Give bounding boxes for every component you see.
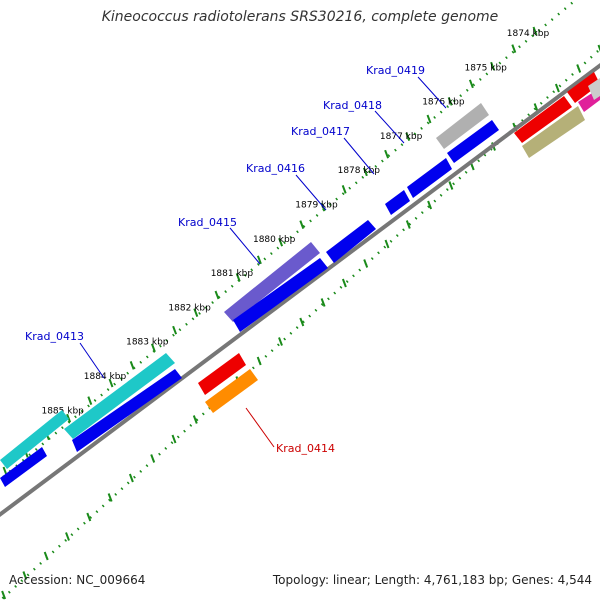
- ruler-label: 1875 kbp: [464, 63, 507, 73]
- map-title: Kineococcus radiotolerans SRS30216, comp…: [101, 9, 499, 25]
- ruler-tick: [87, 396, 93, 405]
- ruler-tick: [129, 361, 135, 370]
- ruler-label: 1879 kbp: [295, 201, 338, 211]
- ruler-tick: [532, 26, 538, 36]
- gene-arrow-blue-0417[interactable]: [407, 158, 452, 198]
- ruler-label: 1880 kbp: [253, 235, 296, 245]
- ruler-tick: [490, 61, 496, 71]
- ruler-tick: [214, 290, 220, 300]
- ruler-tick: [235, 273, 241, 282]
- gene-label-0417[interactable]: Krad_0417: [291, 125, 350, 138]
- ruler-label: 1882 kbp: [168, 303, 211, 313]
- ruler-label: 1878 kbp: [338, 166, 381, 176]
- leader-0414: [245, 407, 275, 448]
- genome-summary-text: Topology: linear; Length: 4,761,183 bp; …: [272, 573, 592, 587]
- genome-backbone: [0, 62, 600, 518]
- ruler-tick: [150, 454, 156, 463]
- gene-label-0414[interactable]: Krad_0414: [276, 442, 335, 455]
- ruler-tick: [341, 185, 347, 194]
- ruler-label: 1884 kbp: [84, 372, 127, 382]
- ruler-label: 1881 kbp: [211, 269, 254, 279]
- leader-0418: [374, 110, 405, 144]
- gene-arrow-blue-0413-left[interactable]: [0, 447, 47, 487]
- gene-arrow-red-right-a[interactable]: [514, 96, 572, 143]
- gene-label-0413[interactable]: Krad_0413: [25, 330, 84, 343]
- ruler-tick: [511, 44, 517, 53]
- gene-label-0416[interactable]: Krad_0416: [246, 162, 305, 175]
- ruler-tick: [108, 378, 114, 388]
- leader-0415: [229, 227, 261, 265]
- leader-0416: [295, 174, 327, 211]
- leader-0419: [417, 76, 447, 109]
- gene-arrow-blue-0417a[interactable]: [385, 190, 410, 215]
- gene-block-cyan-right[interactable]: [64, 353, 175, 439]
- gene-label-0418[interactable]: Krad_0418: [323, 99, 382, 112]
- gene-arrow-red-right-b[interactable]: [567, 72, 600, 103]
- ruler-tick: [256, 356, 262, 366]
- leader-0417: [343, 137, 375, 175]
- ruler-tick: [384, 239, 390, 249]
- ruler-tick: [363, 259, 369, 268]
- ruler-tick: [426, 114, 432, 124]
- ruler-tick: [468, 79, 474, 89]
- gene-features: [0, 72, 600, 487]
- gene-block-cyan-left[interactable]: [0, 410, 69, 469]
- ruler-ticks-upper: [2, 26, 538, 476]
- ruler-tick: [341, 278, 347, 288]
- ruler-tick: [447, 97, 453, 106]
- ruler-tick: [405, 132, 411, 141]
- ruler-tick: [427, 200, 433, 210]
- gene-labels: Krad_0413 Krad_0414 Krad_0415 Krad_0416 …: [25, 64, 425, 455]
- ruler-tick: [107, 493, 113, 502]
- gene-block-olive-right[interactable]: [522, 106, 585, 158]
- gene-arrow-blue-0419[interactable]: [447, 120, 499, 163]
- ruler-tick: [22, 571, 28, 580]
- ruler-tick: [86, 512, 92, 522]
- gene-block-grey-right[interactable]: [588, 78, 600, 100]
- gene-block-purple-0415[interactable]: [224, 242, 320, 322]
- ruler-label: 1883 kbp: [126, 338, 169, 348]
- ruler-tick: [256, 255, 262, 265]
- ruler-tick: [66, 413, 72, 423]
- ruler-tick: [171, 434, 177, 444]
- gene-block-grey-0419[interactable]: [436, 103, 489, 149]
- gene-arrow-blue-0415[interactable]: [233, 258, 328, 332]
- gene-arrow-blue-0413[interactable]: [72, 369, 182, 452]
- ruler-tick: [172, 325, 178, 335]
- ruler-tick: [193, 308, 199, 317]
- ruler-tick: [320, 298, 326, 307]
- ruler-tick: [554, 83, 560, 93]
- ruler-label: 1876 kbp: [422, 98, 465, 108]
- ruler-tick: [597, 44, 600, 52]
- ruler-tick: [576, 64, 582, 73]
- ruler-tick: [299, 317, 305, 327]
- ruler-label: 1877 kbp: [380, 132, 423, 142]
- gene-arrow-red-0414[interactable]: [198, 353, 246, 395]
- ruler-tick: [299, 220, 305, 229]
- gene-arrow-blue-0416[interactable]: [326, 220, 376, 263]
- ruler-tick: [405, 220, 411, 229]
- ruler-tick: [278, 337, 283, 346]
- ruler-tick: [1, 590, 7, 600]
- ruler-tick: [192, 415, 198, 424]
- gene-label-0415[interactable]: Krad_0415: [178, 216, 237, 229]
- ruler-tick: [384, 149, 390, 159]
- leader-0413: [79, 342, 105, 379]
- accession-text: Accession: NC_009664: [9, 573, 146, 587]
- gene-label-0419[interactable]: Krad_0419: [366, 64, 425, 77]
- ruler-tick: [65, 532, 70, 541]
- ruler-tick: [448, 181, 454, 190]
- ruler-tick: [150, 343, 156, 353]
- ruler-tick: [362, 167, 368, 177]
- ruler-tick: [278, 237, 284, 247]
- gene-arrow-orange-0414[interactable]: [205, 369, 258, 413]
- ruler-label: 1874 kbp: [507, 29, 550, 39]
- leader-lines: [79, 76, 447, 448]
- ruler-tick: [43, 551, 49, 561]
- ruler-tick: [128, 473, 134, 483]
